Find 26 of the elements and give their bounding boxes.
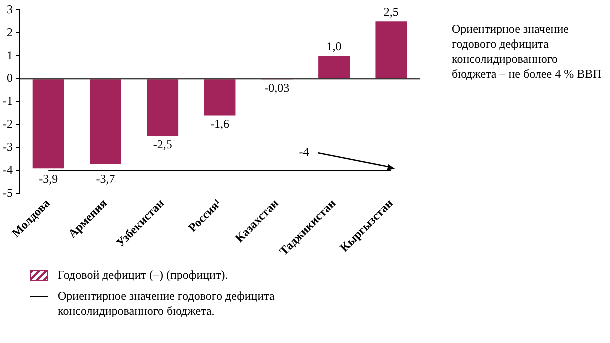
- data-label: 2,5: [384, 4, 399, 19]
- legend-label: Годовой дефицит (–) (профицит).: [58, 268, 230, 283]
- bar: [32, 80, 64, 169]
- bar: [204, 80, 236, 116]
- y-tick-label: 0: [6, 71, 13, 86]
- bar: [147, 80, 179, 136]
- bar: [376, 22, 408, 79]
- data-label: -3,9: [39, 172, 58, 186]
- y-tick-label: -4: [2, 163, 13, 178]
- bar: [318, 56, 350, 79]
- y-tick-label: -5: [2, 186, 13, 200]
- y-tick-label: -2: [2, 117, 13, 132]
- data-label: -2,5: [153, 138, 172, 152]
- annotation: -4: [299, 145, 310, 160]
- y-tick-label: 1: [6, 48, 13, 62]
- data-label: -3,7: [96, 172, 116, 186]
- y-tick-label: 3: [6, 2, 13, 16]
- legend-label: Ориентирное значение годового дефицита консолидированного бюджета.: [58, 289, 276, 319]
- bar: [90, 80, 122, 164]
- data-label: 1,0: [326, 39, 342, 54]
- y-tick-label: -3: [2, 140, 13, 154]
- y-tick-label: 2: [6, 25, 13, 40]
- data-label: -0,03: [264, 80, 290, 95]
- data-label: -1,6: [210, 116, 230, 131]
- text: Ориентирное значение годового дефицита консолидированного бюджета – не более 4 % ВВП: [452, 22, 602, 82]
- y-tick-label: -1: [2, 94, 13, 108]
